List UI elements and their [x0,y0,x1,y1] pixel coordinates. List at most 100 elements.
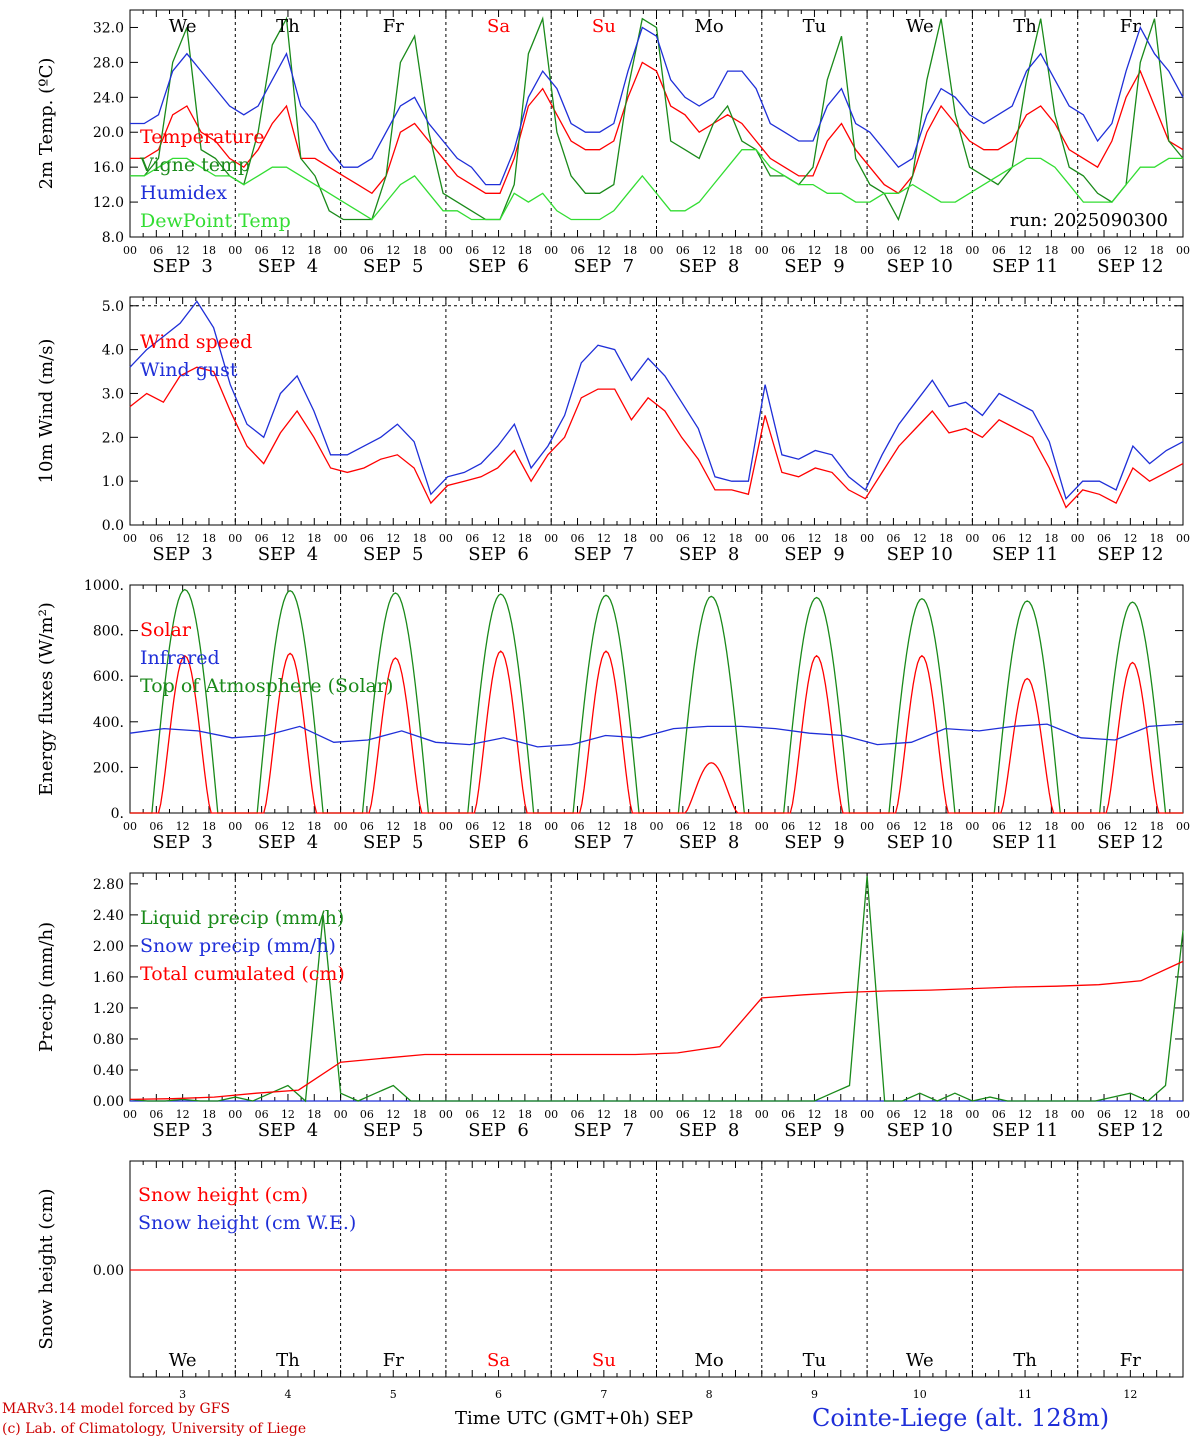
y-tick-label: 1.0 [102,474,124,490]
date-label: SEP 7 [574,544,634,565]
hour-tick-label: 12 [597,820,611,833]
station-label: Cointe-Liege (alt. 128m) [812,1404,1109,1432]
hour-tick-label: 06 [781,820,795,833]
y-tick-label: 16.0 [93,160,124,176]
day-label: Mo [695,16,724,37]
hour-tick-label: 18 [518,244,532,257]
hour-tick-label: 18 [1044,820,1058,833]
date-label: SEP 7 [574,256,634,277]
hour-tick-label: 00 [334,532,348,545]
hour-tick-label: 18 [1150,1108,1164,1121]
y-tick-label: 4.0 [102,343,124,359]
series-line-wind-speed [129,366,1184,509]
hour-tick-label: 12 [176,1108,190,1121]
day-label: Sa [487,1350,510,1371]
hour-tick-label: 12 [176,532,190,545]
hour-tick-label: 00 [1071,532,1085,545]
hour-tick-label: 12 [492,1108,506,1121]
hour-tick-label: 12 [597,1108,611,1121]
day-label: Su [592,1350,616,1371]
hour-tick-label: 18 [307,1108,321,1121]
day-number: 12 [1123,1388,1137,1401]
hour-tick-label: 18 [728,1108,742,1121]
hour-tick-label: 00 [228,532,242,545]
hour-tick-label: 06 [465,1108,479,1121]
legend-entry: Humidex [140,182,227,204]
hour-tick-label: 12 [1123,1108,1137,1121]
y-tick-label: 0.80 [93,1032,124,1048]
date-label: SEP 7 [574,1120,634,1141]
day-number: 8 [706,1388,713,1401]
hour-tick-label: 06 [571,820,585,833]
y-tick-label: 0.0 [102,518,124,534]
hour-tick-label: 06 [886,532,900,545]
hour-tick-label: 06 [781,1108,795,1121]
hour-tick-label: 00 [1071,820,1085,833]
date-label: SEP 11 [992,832,1058,853]
legend-entry: Wind gust [140,359,238,381]
date-label: SEP 12 [1097,256,1163,277]
hour-tick-label: 18 [623,1108,637,1121]
hour-tick-label: 18 [623,244,637,257]
hour-tick-label: 06 [149,532,163,545]
hour-tick-label: 12 [1018,1108,1032,1121]
hour-tick-label: 12 [386,244,400,257]
series-line-wind-gust [129,300,1184,500]
hour-tick-label: 18 [202,820,216,833]
hour-tick-label: 12 [1123,820,1137,833]
hour-tick-label: 00 [123,532,137,545]
hour-tick-label: 06 [149,820,163,833]
y-tick-label: 0.00 [93,1263,124,1279]
date-label: SEP 9 [784,832,844,853]
hour-tick-label: 00 [439,1108,453,1121]
day-number: 4 [284,1388,291,1401]
hour-tick-label: 00 [650,820,664,833]
hour-tick-label: 00 [650,532,664,545]
date-label: SEP 5 [363,832,423,853]
hour-tick-label: 00 [228,820,242,833]
hour-tick-label: 18 [413,820,427,833]
hour-tick-label: 18 [623,532,637,545]
series-line-temperature [130,61,1184,195]
hour-tick-label: 12 [913,244,927,257]
x-axis-title: Time UTC (GMT+0h) SEP [455,1408,693,1429]
day-label: Fr [1120,16,1141,37]
hour-tick-label: 06 [781,532,795,545]
date-label: SEP 12 [1097,832,1163,853]
day-number: 3 [179,1388,186,1401]
y-axis-label: 2m Temp. (ºC) [36,58,57,190]
hour-tick-label: 00 [544,532,558,545]
hour-tick-label: 06 [571,244,585,257]
date-label: SEP 10 [887,544,953,565]
footer-lab: (c) Lab. of Climatology, University of L… [2,1421,306,1437]
hour-tick-label: 06 [1097,244,1111,257]
day-label: Sa [487,16,510,37]
date-label: SEP 5 [363,1120,423,1141]
hour-tick-label: 12 [176,244,190,257]
hour-tick-label: 18 [939,820,953,833]
hour-tick-label: 18 [202,1108,216,1121]
hour-tick-label: 06 [1097,532,1111,545]
hour-tick-label: 18 [307,820,321,833]
hour-tick-label: 12 [492,244,506,257]
hour-tick-label: 12 [597,244,611,257]
hour-tick-label: 12 [597,532,611,545]
hour-tick-label: 00 [439,820,453,833]
hour-tick-label: 00 [755,244,769,257]
run-label: run: 2025090300 [1010,210,1168,231]
hour-tick-label: 00 [1071,1108,1085,1121]
hour-tick-label: 00 [860,532,874,545]
hour-tick-label: 12 [1018,244,1032,257]
date-label: SEP 6 [468,544,528,565]
legend-entry: Vigne temp [139,154,250,176]
date-label: SEP 7 [574,832,634,853]
hour-tick-label: 12 [176,820,190,833]
date-label: SEP 9 [784,1120,844,1141]
series-line-solar [130,650,1183,814]
hour-tick-label: 18 [834,820,848,833]
date-label: SEP 8 [679,256,739,277]
date-label: SEP 5 [363,544,423,565]
hour-tick-label: 00 [965,820,979,833]
